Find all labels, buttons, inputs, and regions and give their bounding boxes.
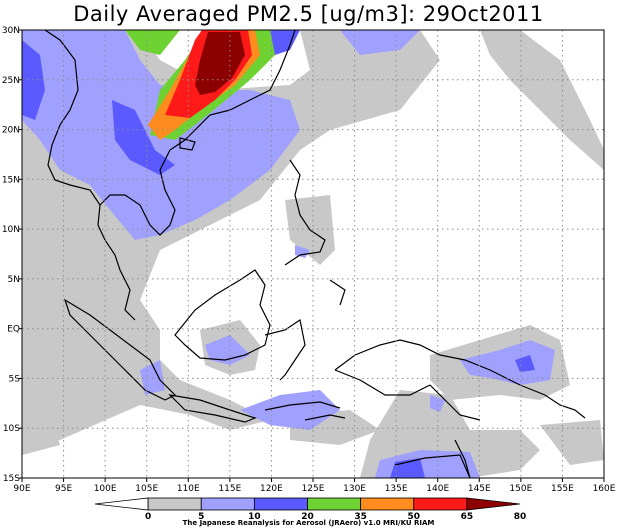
- colorbar-segment: [147, 497, 202, 511]
- colorbar-segment: [253, 497, 308, 511]
- lat-tick-label: EQ: [7, 325, 20, 335]
- lon-tick-label: 95E: [55, 484, 72, 494]
- map-title: Daily Averaged PM2.5 [ug/m3]: 29Oct2011: [73, 2, 544, 26]
- colorbar: 0 5 10 20 35 50 65 80: [94, 497, 527, 522]
- lon-tick-label: 155E: [551, 484, 574, 494]
- lon-tick-label: 150E: [509, 484, 532, 494]
- lon-tick-label: 120E: [260, 484, 283, 494]
- lat-tick-label: 30N: [2, 26, 20, 36]
- colorbar-segment: [94, 497, 149, 511]
- coastlines: [44, 30, 586, 478]
- contour-80-plus: [195, 32, 245, 95]
- colorbar-label: 65: [461, 512, 474, 522]
- colorbar-label: 35: [354, 512, 367, 522]
- lon-tick-label: 110E: [177, 484, 200, 494]
- lat-tick-label: 20N: [2, 126, 20, 136]
- colorbar-label: 80: [514, 512, 527, 522]
- lat-tick-label: 15S: [3, 474, 20, 484]
- colorbar-segment: [466, 497, 521, 511]
- lon-tick-label: 145E: [468, 484, 491, 494]
- lon-tick-label: 130E: [343, 484, 366, 494]
- lon-tick-label: 90E: [13, 484, 30, 494]
- colorbar-label: 5: [198, 512, 204, 522]
- colorbar-label: 20: [301, 512, 314, 522]
- colorbar-segment: [360, 497, 415, 511]
- lon-tick-label: 115E: [218, 484, 241, 494]
- lon-tick-label: 105E: [135, 484, 158, 494]
- lon-tick-label: 135E: [385, 484, 408, 494]
- lat-lon-grid: [22, 30, 604, 478]
- lat-tick-label: 15N: [2, 175, 20, 185]
- colorbar-segment: [413, 497, 468, 511]
- lon-tick-label: 125E: [302, 484, 325, 494]
- lat-tick-label: 25N: [2, 76, 20, 86]
- lat-tick-label: 5S: [9, 374, 21, 384]
- lat-tick-label: 10S: [3, 424, 20, 434]
- colorbar-segment: [307, 497, 362, 511]
- colorbar-label: 10: [248, 512, 261, 522]
- lon-tick-label: 100E: [94, 484, 117, 494]
- lon-tick-label: 140E: [426, 484, 449, 494]
- lat-tick-label: 10N: [2, 225, 20, 235]
- longitude-ticks: 90E 95E 100E 105E 110E 115E 120E 125E 130E 135E 14…: [13, 478, 616, 494]
- lat-tick-label: 5N: [8, 275, 20, 285]
- colorbar-segment: [200, 497, 255, 511]
- latitude-ticks: 30N 25N 20N 15N 10N 5N EQ 5S 10S 15S: [2, 26, 22, 484]
- lon-tick-label: 160E: [593, 484, 616, 494]
- colorbar-label: 50: [407, 512, 420, 522]
- credit-line: The Japanese Reanalysis for Aerosol (JRA…: [182, 519, 435, 527]
- colorbar-label: 0: [145, 512, 151, 522]
